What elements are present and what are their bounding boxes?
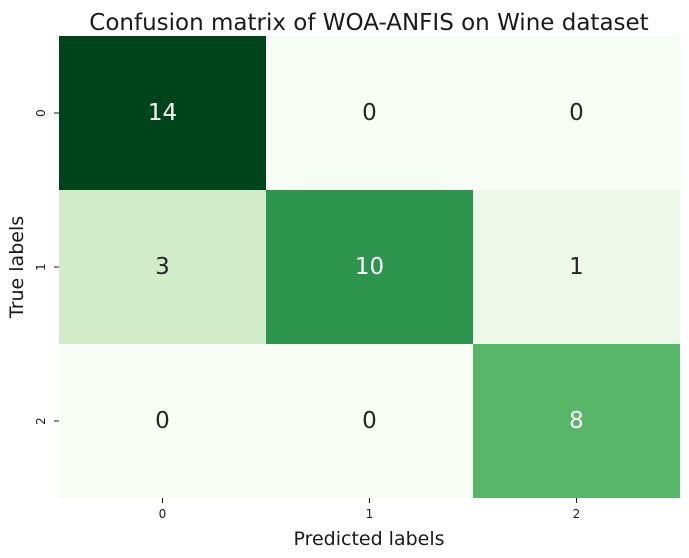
y-tick-label: 1 xyxy=(34,263,48,271)
x-axis-ticks: 0 1 2 xyxy=(159,498,581,521)
cell-value-label: 0 xyxy=(362,408,377,434)
chart-title: Confusion matrix of WOA-ANFIS on Wine da… xyxy=(89,10,648,36)
x-tick-label: 2 xyxy=(573,507,581,521)
cell-value-label: 3 xyxy=(155,254,170,280)
y-tick-label: 2 xyxy=(34,417,48,425)
cell-value-label: 0 xyxy=(569,100,584,126)
heatmap-cell xyxy=(473,190,680,344)
heatmap-cells: 14 0 03 10 10 0 8 xyxy=(59,36,680,498)
x-tick-label: 0 xyxy=(159,507,167,521)
heatmap-cell xyxy=(59,36,266,190)
cell-value-label: 0 xyxy=(155,408,170,434)
y-axis-label: True labels xyxy=(6,216,28,319)
heatmap-cell xyxy=(266,190,473,344)
cell-value-label: 10 xyxy=(355,254,384,280)
cell-value-label: 14 xyxy=(148,100,177,126)
heatmap-cell xyxy=(473,36,680,190)
cell-value-label: 1 xyxy=(569,254,584,280)
y-tick-label: 0 xyxy=(34,109,48,117)
heatmap-cell xyxy=(59,190,266,344)
heatmap-cell xyxy=(266,344,473,498)
heatmap-cell xyxy=(59,344,266,498)
cell-value-label: 0 xyxy=(362,100,377,126)
y-axis-ticks: 0 1 2 xyxy=(34,109,59,425)
heatmap-cell xyxy=(473,344,680,498)
x-axis-label: Predicted labels xyxy=(293,528,444,550)
cell-value-label: 8 xyxy=(569,408,584,434)
heatmap-cell xyxy=(266,36,473,190)
x-tick-label: 1 xyxy=(366,507,374,521)
